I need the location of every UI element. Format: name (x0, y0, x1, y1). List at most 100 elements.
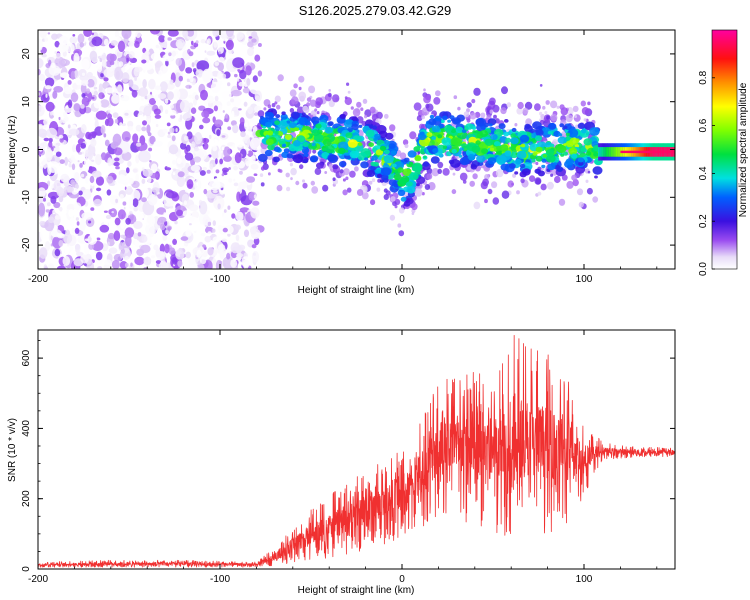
spectrogram-signal-blob (426, 145, 433, 151)
spectrogram-noise-blob (202, 68, 213, 83)
spectrogram-noise-blob (127, 41, 135, 47)
spectrogram-signal-blob (458, 154, 463, 158)
snr-y-ticks: 0 200 400 600 (21, 340, 675, 572)
spectrogram-signal-blob (432, 148, 439, 154)
spectrogram-noise-blob (130, 262, 133, 267)
spectrogram-noise-blob (73, 70, 80, 79)
spectrogram-signal-blob (574, 144, 579, 148)
colorbar-tick-label: 0.8 (698, 70, 709, 84)
spectrogram-signal-blob (468, 136, 478, 145)
spectrogram-signal-blob (397, 189, 406, 196)
spectrogram-noise-blob (252, 200, 260, 206)
spectrogram-noise-blob (64, 247, 70, 254)
spectrogram-signal-halo (356, 101, 362, 108)
spectrogram-signal-blob (325, 145, 335, 154)
spectrogram-signal-halo (398, 207, 405, 214)
spectrogram-noise-blob (177, 171, 185, 178)
spectrogram-noise-blob (194, 146, 199, 152)
spectrogram-noise-blob (253, 252, 256, 256)
spectrogram-noise-blob (54, 248, 61, 257)
spectrogram-noise-blob (201, 110, 210, 118)
spectrogram-signal-blob (547, 163, 556, 171)
spectrogram-signal-halo (473, 201, 481, 210)
spectrogram-noise-blob (126, 167, 130, 174)
spectrogram-noise-blob (119, 194, 124, 199)
spectrogram-signal-halo (259, 173, 264, 178)
spectrogram-noise-blob (48, 137, 53, 143)
spectrogram-noise-blob (38, 73, 46, 82)
spectrogram-noise-blob (179, 99, 190, 113)
spectrogram-signal-blob (292, 154, 304, 164)
spectrogram-noise-blob (44, 241, 51, 251)
spectrogram-noise-blob (148, 223, 155, 238)
spectrogram-noise-blob (225, 30, 234, 38)
spectrogram-noise-blob (186, 78, 190, 83)
spectrogram-noise-blob (182, 210, 192, 218)
spectrogram-noise-blob (135, 173, 140, 182)
spectrogram-noise-blob (130, 31, 137, 39)
spectrogram-noise-blob (242, 87, 250, 94)
spectrogram-noise-blob (87, 78, 95, 88)
spectrogram-signal-halo (514, 123, 518, 127)
spectrogram-x-tick-label: -200 (28, 274, 48, 285)
spectrogram-noise-blob (146, 124, 151, 134)
spectrogram-signal-halo (435, 90, 441, 97)
spectrogram-noise-blob (188, 204, 199, 212)
spectrogram-noise-blob (213, 195, 225, 211)
spectrogram-signal-blob (370, 161, 377, 167)
spectrogram-signal-halo (310, 180, 315, 186)
spectrogram-noise-blob (202, 142, 209, 150)
spectrogram-noise-blob (101, 54, 106, 61)
spectrogram-noise-blob (169, 127, 175, 133)
snr-x-tick-label: 100 (576, 574, 593, 585)
spectrogram-noise-blob (121, 131, 131, 142)
spectrogram-signal-halo (309, 99, 317, 107)
spectrogram-signal-blob (553, 162, 558, 166)
spectrogram-noise-blob (79, 218, 86, 232)
spectrogram-noise-blob (58, 195, 64, 203)
spectrogram-noise-blob (121, 30, 132, 39)
spectrogram-signal-blob (416, 183, 420, 187)
spectrogram-noise-blob (133, 206, 139, 212)
spectrogram-noise-blob (223, 155, 232, 162)
spectrogram-signal-halo (524, 101, 533, 110)
spectrogram-noise-blob (215, 169, 220, 174)
spectrogram-signal-halo (561, 131, 566, 136)
spectrogram-signal-halo (542, 105, 546, 110)
spectrogram-noise-blob (158, 70, 163, 77)
spectrogram-noise-blob (143, 187, 149, 198)
spectrogram-noise-blob (196, 249, 202, 258)
spectrogram-noise-blob (244, 122, 248, 127)
spectrogram-noise-blob (38, 68, 41, 76)
spectrogram-noise-blob (111, 211, 114, 214)
spectrogram-noise-blob (122, 201, 127, 206)
spectrogram-signal-halo (480, 112, 486, 118)
spectrogram-noise-blob (231, 213, 236, 219)
spectrogram-signal-halo (314, 108, 318, 112)
spectrogram-signal-blob (400, 196, 407, 202)
spectrogram-noise-blob (53, 201, 61, 209)
spectrogram-signal-blob (475, 140, 481, 145)
snr-y-tick-label: 0 (21, 566, 32, 572)
spectrogram-noise-blob (39, 30, 48, 39)
colorbar: 0.0 0.2 0.4 0.6 0.8 Normalized spectral ampl… (698, 29, 749, 276)
spectrogram-signal-halo (437, 168, 443, 174)
spectrogram-signal-halo (469, 112, 477, 120)
spectrogram-signal-blob (455, 126, 464, 134)
spectrogram-noise-blob (133, 233, 140, 240)
spectrogram-signal-blob (349, 150, 360, 159)
spectrogram-signal-blob (324, 126, 333, 134)
spectrogram-noise-blob (248, 36, 253, 39)
spectrogram-noise-blob (82, 188, 92, 200)
spectrogram-noise-blob (68, 157, 76, 163)
spectrogram-noise-blob (74, 171, 80, 183)
spectrogram-noise-blob (148, 147, 153, 152)
spectrogram-noise-blob (206, 169, 211, 174)
spectrogram-signal-blob (289, 122, 297, 129)
spectrogram-noise-blob (86, 71, 93, 78)
spectrogram-noise-blob (90, 249, 96, 256)
spectrogram-tone-core (610, 147, 614, 157)
spectrogram-signal-halo (586, 187, 593, 195)
spectrogram-noise-blob (72, 144, 77, 153)
spectrogram-signal-blob (360, 161, 369, 169)
